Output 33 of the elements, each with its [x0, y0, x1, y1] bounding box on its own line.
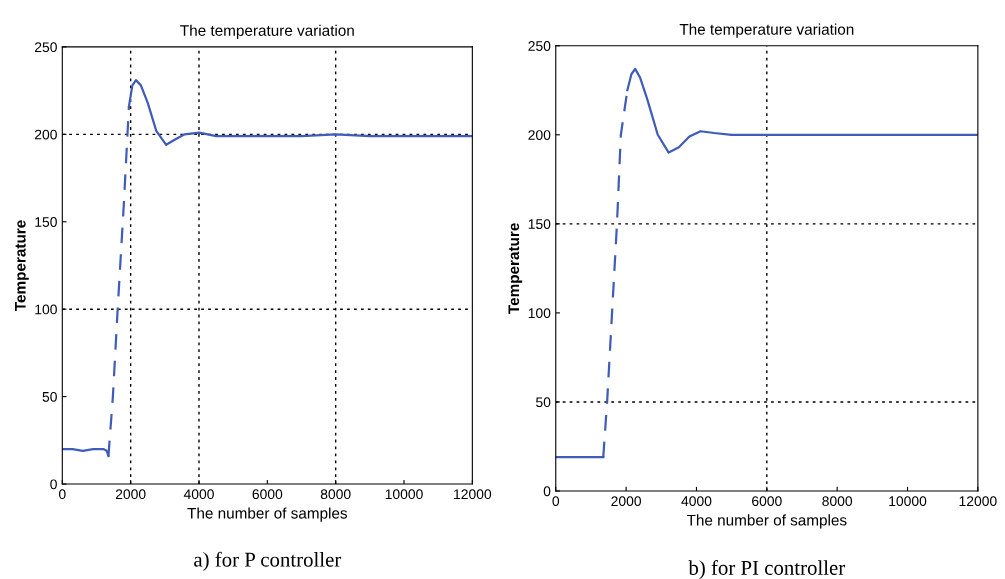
y-tick-label: 150	[528, 219, 551, 230]
y-tick-label: 100	[528, 308, 551, 319]
x-tick-label: 6000	[252, 489, 283, 500]
y-tick-label: 250	[528, 41, 551, 51]
x-tick-label: 0	[58, 489, 66, 500]
x-tick-label: 10000	[385, 489, 423, 500]
y-tick-label: 100	[35, 304, 57, 315]
chart-title: The temperature variation	[679, 23, 854, 38]
x-tick-label: 2000	[115, 489, 146, 500]
x-tick-label: 4000	[681, 496, 712, 507]
x-tick-label: 8000	[320, 489, 351, 500]
x-tick-label: 12000	[454, 489, 492, 500]
x-axis-title: The number of samples	[187, 507, 348, 522]
chart-title: The temperature variation	[180, 24, 354, 39]
y-tick-label: 50	[536, 397, 551, 408]
x-axis-title: The number of samples	[686, 514, 847, 529]
x-tick-label: 6000	[752, 496, 782, 507]
y-axis-title: Temperature	[508, 223, 523, 314]
y-tick-label: 200	[34, 129, 57, 140]
y-tick-label: 50	[42, 391, 57, 402]
x-tick-label: 0	[552, 496, 560, 507]
y-tick-label: 0	[50, 479, 57, 490]
text: a) for P controller	[194, 551, 342, 571]
text: b) for PI controller	[688, 560, 846, 579]
x-tick-label: 12000	[959, 496, 997, 507]
x-tick-label: 8000	[822, 496, 853, 507]
y-axis-title: Temperature	[15, 220, 29, 312]
y-tick-label: 250	[34, 42, 57, 53]
y-tick-label: 150	[35, 217, 57, 227]
x-tick-label: 10000	[889, 496, 927, 507]
x-tick-label: 2000	[611, 496, 642, 507]
y-tick-label: 200	[528, 130, 551, 140]
x-tick-label: 4000	[183, 489, 214, 500]
